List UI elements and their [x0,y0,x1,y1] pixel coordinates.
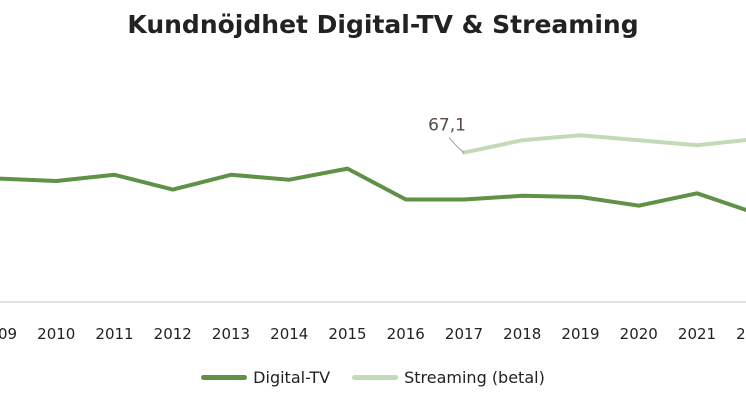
x-tick-label-2014: 2014 [270,325,308,343]
x-tick-label-2011: 2011 [95,325,133,343]
chart-title: Kundnöjdhet Digital-TV & Streaming [127,10,639,39]
data-labels: 67,1 [428,116,466,153]
legend-label-streaming: Streaming (betal) [404,368,545,387]
x-tick-label-2015: 2015 [328,325,366,343]
x-tick-label-2009: 2009 [0,325,17,343]
x-tick-label-2022: 2022 [736,325,746,343]
x-tick-label-2017: 2017 [445,325,483,343]
x-tick-label-2018: 2018 [503,325,541,343]
x-tick-label-2020: 2020 [620,325,658,343]
legend-item-streaming: Streaming (betal) [352,368,545,387]
x-tick-label-2010: 2010 [37,325,75,343]
legend-swatch-streaming [352,375,399,380]
x-tick-label-2012: 2012 [154,325,192,343]
series-line-digital-tv [0,166,746,213]
x-axis-ticks: 2009 2010 2011 2012 2013 2014 2015 2016 2017 2018… [0,325,746,343]
data-label: 67,1 [428,116,466,136]
x-tick-label-2013: 2013 [212,325,250,343]
x-tick-label-2021: 2021 [678,325,716,343]
legend-label-digital-tv: Digital-TV [253,368,331,387]
x-tick-label-2016: 2016 [387,325,425,343]
legend-swatch-digital-tv [201,375,248,380]
x-tick-label-2019: 2019 [561,325,599,343]
legend-item-digital-tv: Digital-TV [201,368,330,387]
series-lines [0,133,746,213]
data-label-leader [448,137,465,153]
series-line-streaming-betal [462,133,746,155]
legend: Digital-TV Streaming (betal) [0,368,746,387]
